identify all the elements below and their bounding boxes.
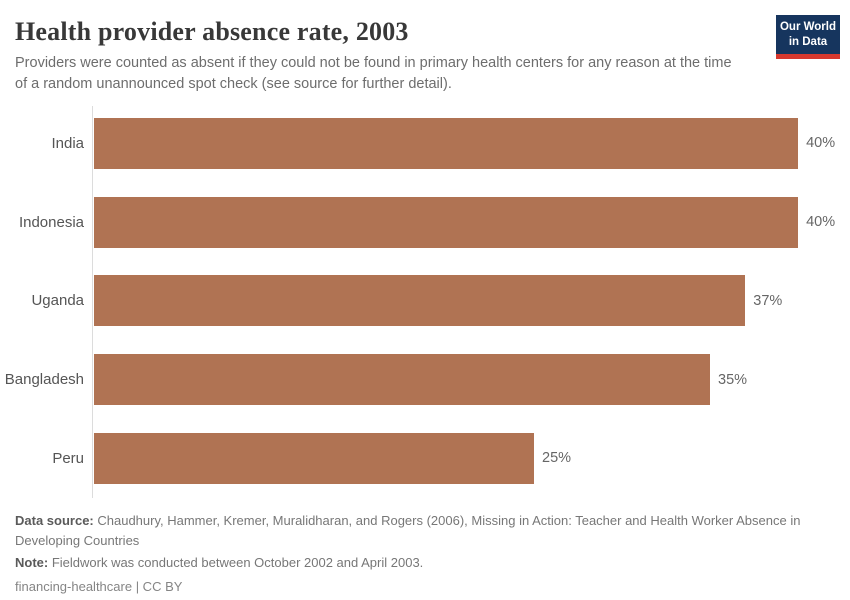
- chart-subtitle: Providers were counted as absent if they…: [15, 55, 732, 93]
- y-axis-line: [92, 106, 93, 498]
- owid-logo[interactable]: Our World in Data: [776, 15, 840, 59]
- value-label: 25%: [542, 450, 572, 467]
- category-label: Uganda: [31, 292, 84, 310]
- chart-row: Indonesia 40%: [0, 183, 850, 262]
- value-label: 37%: [753, 292, 783, 309]
- category-label: Bangladesh: [4, 371, 84, 389]
- bar-track: 35%: [94, 340, 850, 419]
- note-label: Note:: [15, 555, 49, 570]
- chart-row: India 40%: [0, 104, 850, 183]
- bar[interactable]: [94, 196, 799, 248]
- bar[interactable]: [94, 432, 535, 484]
- bar-track: 40%: [94, 104, 850, 183]
- chart-title: Health provider absence rate, 2003: [15, 17, 409, 46]
- bar[interactable]: [94, 275, 746, 327]
- category-label: Indonesia: [18, 213, 84, 231]
- owid-logo-stripe: [776, 53, 840, 59]
- bar-track: 37%: [94, 262, 850, 341]
- data-source-line: Data source: Chaudhury, Hammer, Kremer, …: [15, 511, 835, 550]
- chart-footer: Data source: Chaudhury, Hammer, Kremer, …: [15, 511, 835, 596]
- data-source-label: Data source:: [15, 513, 94, 528]
- note-text: Fieldwork was conducted between October …: [48, 555, 424, 570]
- note-line: Note: Fieldwork was conducted between Oc…: [15, 553, 835, 573]
- value-label: 40%: [806, 214, 836, 231]
- data-source-text: Chaudhury, Hammer, Kremer, Muralidharan,…: [15, 513, 801, 548]
- category-label: India: [51, 134, 84, 152]
- chart-row: Peru 25%: [0, 419, 850, 498]
- bar-chart: India 40% Indonesia 40% Uganda 37% Bangladesh 3…: [0, 104, 850, 498]
- category-label: Peru: [52, 449, 84, 467]
- chart-row: Bangladesh 35%: [0, 340, 850, 419]
- owid-logo-line2: in Data: [788, 35, 828, 48]
- bar[interactable]: [94, 354, 711, 406]
- chart-row: Uganda 37%: [0, 262, 850, 341]
- value-label: 35%: [718, 371, 748, 388]
- owid-logo-text: Our World in Data: [776, 15, 840, 54]
- bar-track: 25%: [94, 419, 850, 498]
- license-line[interactable]: financing-healthcare | CC BY: [15, 578, 183, 594]
- value-label: 40%: [806, 135, 836, 152]
- bar[interactable]: [94, 117, 799, 169]
- owid-logo-line1: Our World: [779, 21, 836, 33]
- bar-track: 40%: [94, 183, 850, 262]
